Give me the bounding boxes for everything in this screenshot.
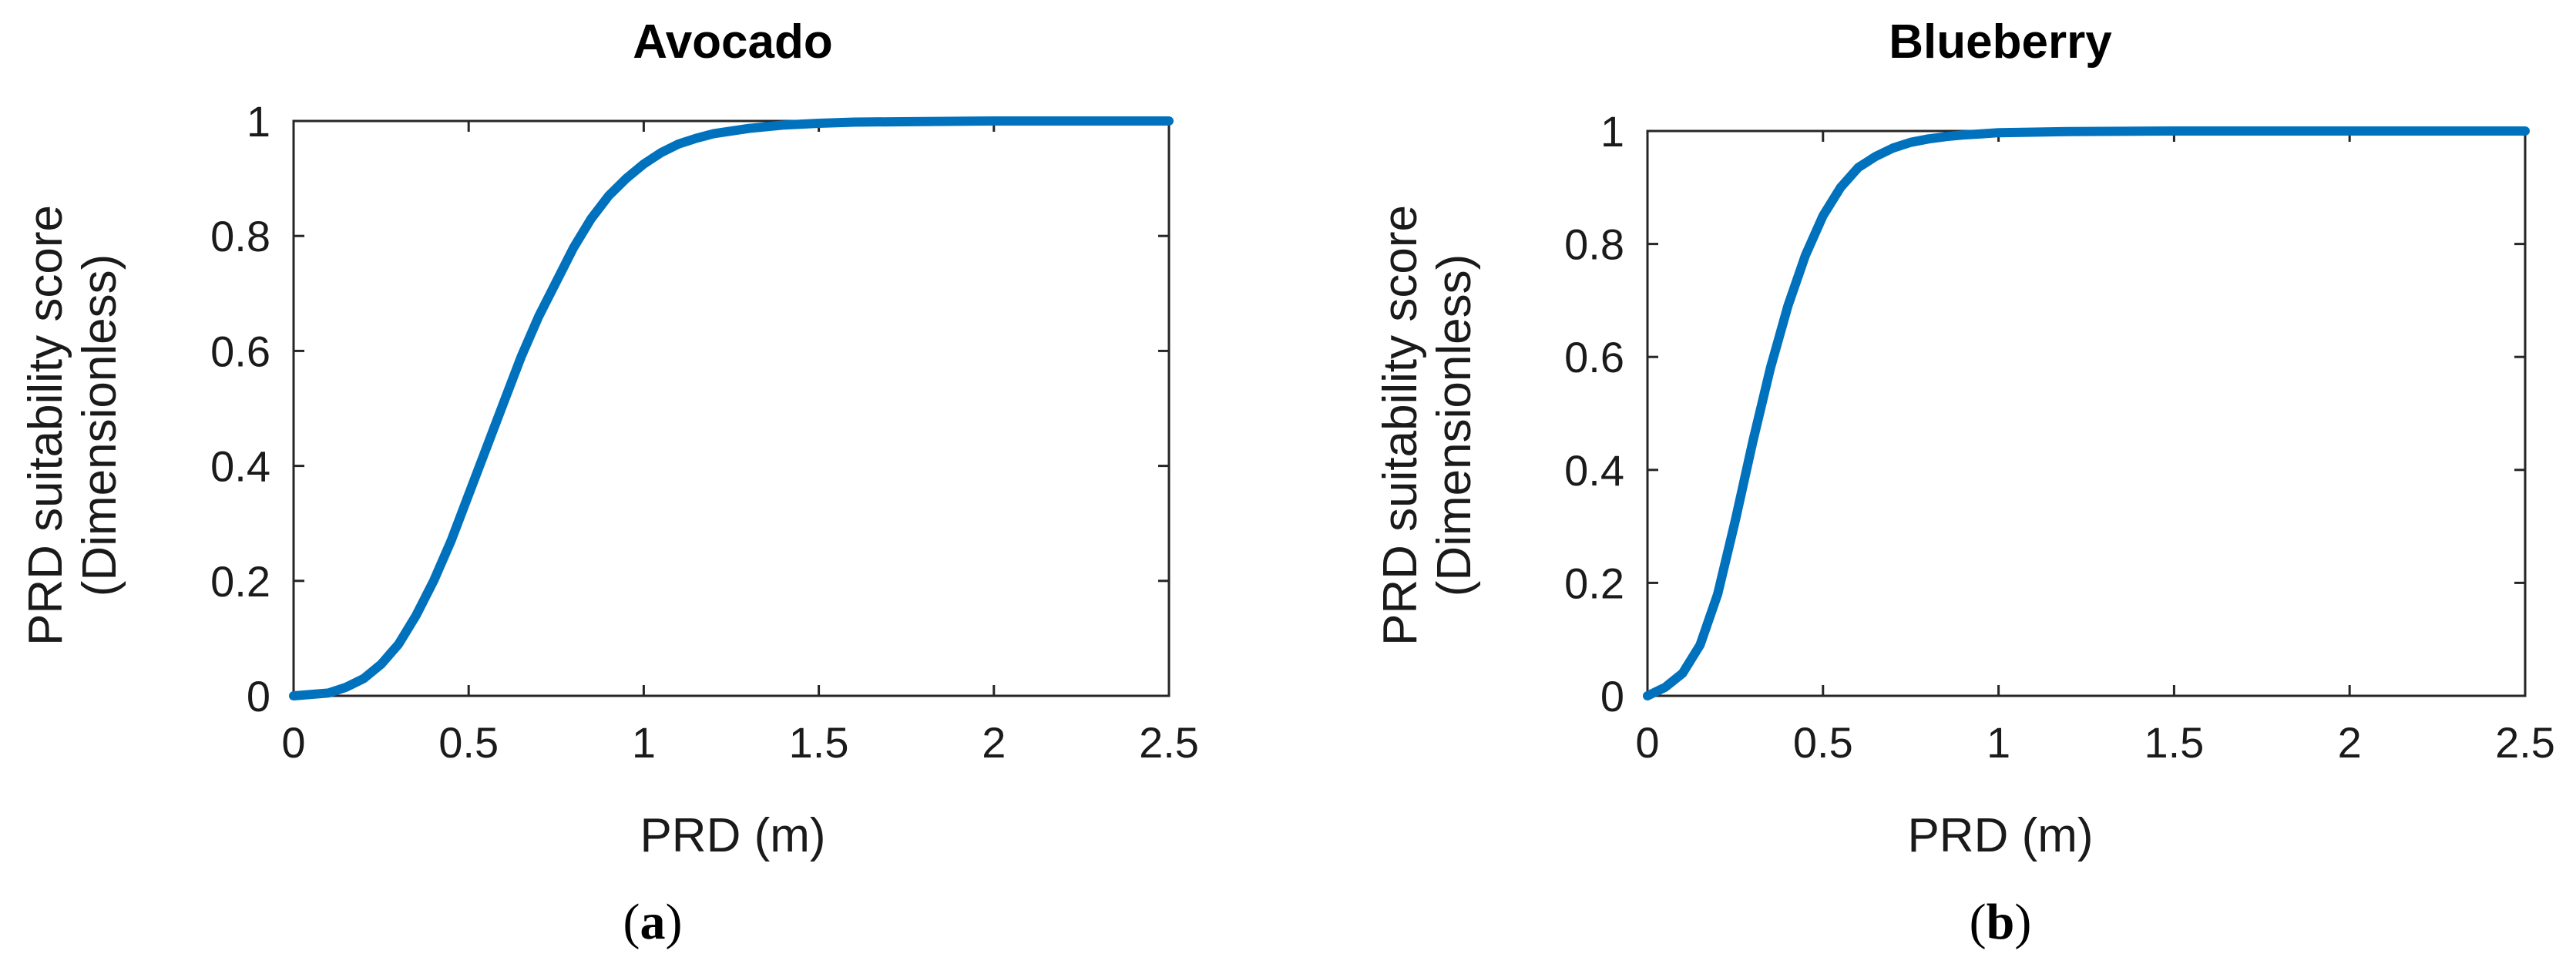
x-tick-label: 0.5 bbox=[438, 718, 499, 767]
y-tick-label: 0 bbox=[1600, 672, 1624, 720]
x-tick-label: 0 bbox=[281, 718, 305, 767]
y-tick-label: 1 bbox=[247, 97, 270, 146]
chart-avocado: Avocado PRD suitability score (Dimension… bbox=[19, 15, 1199, 950]
y-tick-label: 0.6 bbox=[1564, 333, 1624, 381]
x-tick-label: 2 bbox=[2338, 718, 2362, 767]
x-tick-label: 1 bbox=[1987, 718, 2010, 767]
series-line bbox=[289, 116, 1174, 700]
x-tick-label: 1 bbox=[632, 718, 656, 767]
chart-title: Avocado bbox=[633, 15, 833, 69]
x-tick-label: 1.5 bbox=[2144, 718, 2204, 767]
y-axis-label-line-2: (Dimensionless) bbox=[73, 254, 126, 596]
y-tick-label: 0.8 bbox=[210, 212, 270, 260]
plot-area-frame bbox=[292, 119, 1170, 697]
chart-title: Blueberry bbox=[1889, 15, 2112, 69]
y-tick-label: 0.4 bbox=[1564, 446, 1624, 495]
y-tick-label: 1 bbox=[1600, 107, 1624, 156]
x-tick-label: 2.5 bbox=[2495, 718, 2555, 767]
x-tick-label: 1.5 bbox=[789, 718, 849, 767]
x-tick-label: 0.5 bbox=[1793, 718, 1853, 767]
y-tick-label: 0.6 bbox=[210, 327, 270, 375]
plot-area-frame bbox=[1646, 129, 2527, 697]
panel-label: (a) bbox=[623, 894, 683, 950]
x-axis-label: PRD (m) bbox=[1907, 809, 2093, 862]
y-tick-label: 0.2 bbox=[210, 557, 270, 606]
y-tick-label: 0.4 bbox=[210, 442, 270, 491]
y-tick-label: 0.8 bbox=[1564, 220, 1624, 269]
series-line bbox=[1643, 126, 2530, 700]
x-tick-label: 2.5 bbox=[1139, 718, 1199, 767]
x-tick-label: 0 bbox=[1635, 718, 1659, 767]
y-axis-label-line-1: PRD suitability score bbox=[1374, 205, 1427, 646]
y-tick-label: 0 bbox=[247, 672, 270, 720]
x-tick-label: 2 bbox=[982, 718, 1006, 767]
y-tick-label: 0.2 bbox=[1564, 559, 1624, 607]
y-axis-label-line-2: (Dimensionless) bbox=[1428, 254, 1481, 596]
y-axis-label-line-1: PRD suitability score bbox=[19, 205, 72, 646]
panel-label: (b) bbox=[1970, 894, 2032, 950]
x-axis-label: PRD (m) bbox=[640, 809, 825, 862]
chart-blueberry: Blueberry PRD suitability score (Dimensi… bbox=[1374, 15, 2555, 950]
